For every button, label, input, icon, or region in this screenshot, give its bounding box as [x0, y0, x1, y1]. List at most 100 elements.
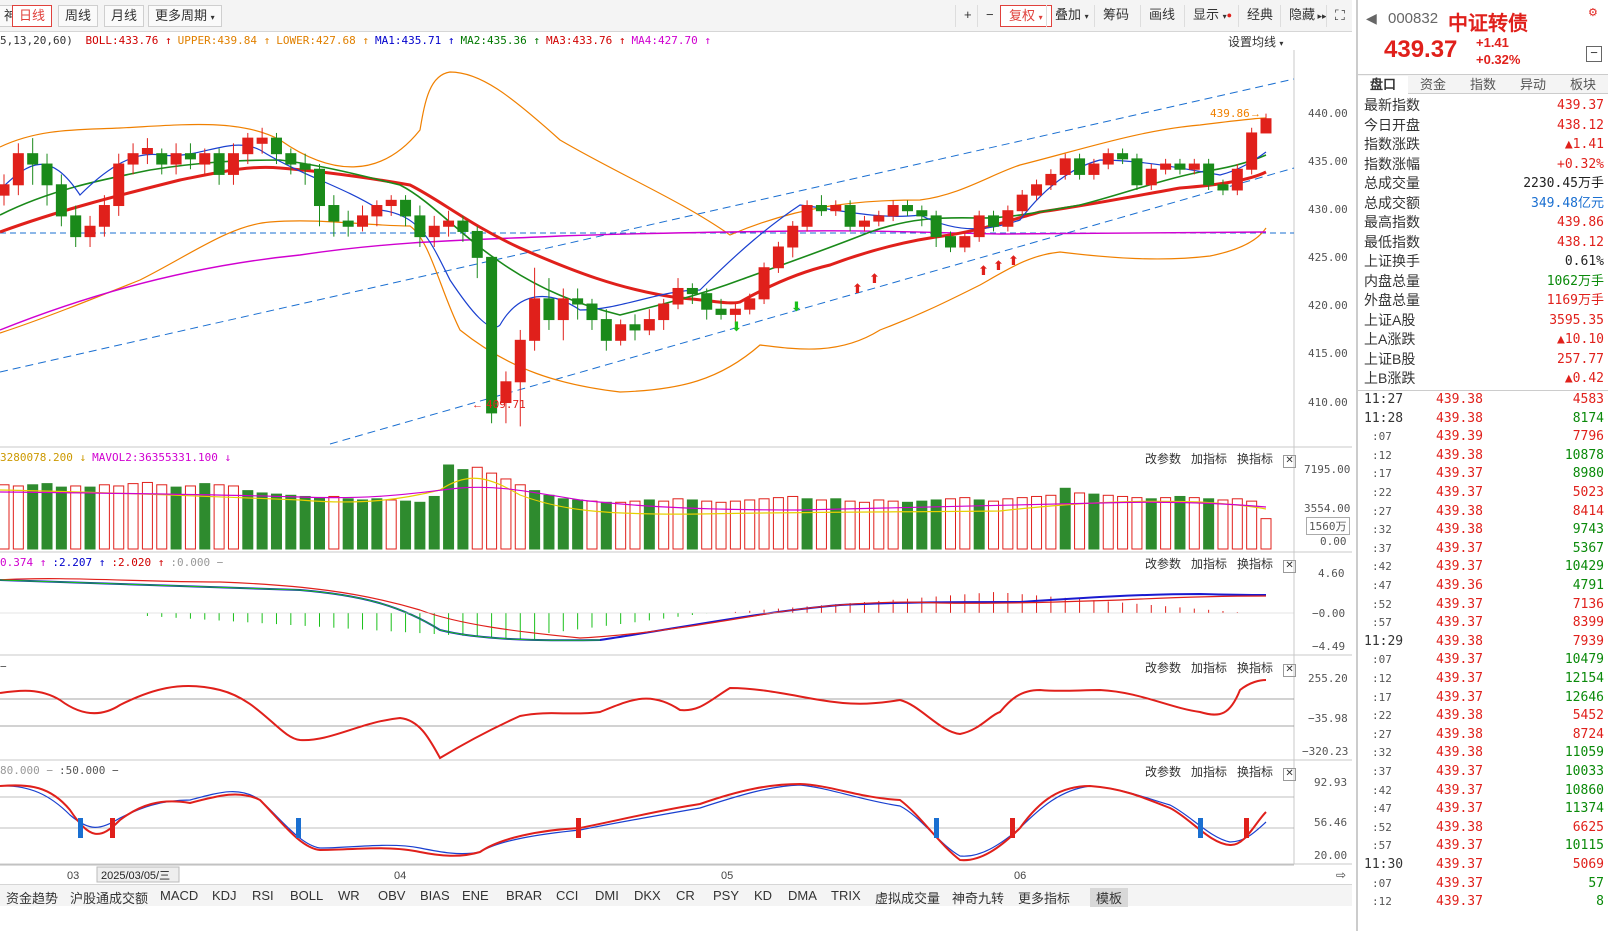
close-icon[interactable]: ✕	[1283, 560, 1297, 573]
overlay-dropdown[interactable]: 叠加 ▾	[1046, 5, 1097, 27]
candle-body[interactable]	[758, 267, 770, 300]
more-periods-dropdown[interactable]: 更多周期 ▾	[148, 5, 222, 27]
candle-body[interactable]	[443, 220, 455, 227]
chips-button[interactable]: 筹码	[1094, 5, 1137, 27]
candle-body[interactable]	[12, 153, 24, 186]
candle-body[interactable]	[787, 225, 799, 248]
indicator-tab-14[interactable]: CR	[676, 888, 695, 903]
candle-body[interactable]	[729, 308, 741, 315]
zoom-in-button[interactable]: +	[955, 5, 980, 27]
candle-body[interactable]	[1246, 132, 1258, 170]
candle-body[interactable]	[715, 308, 727, 315]
indicator-tab-2[interactable]: MACD	[160, 888, 199, 903]
candle-body[interactable]	[127, 153, 139, 165]
candle-body[interactable]	[1088, 163, 1100, 175]
close-icon[interactable]: ✕	[1283, 455, 1297, 468]
classic-button[interactable]: 经典	[1238, 5, 1281, 27]
scroll-right-icon[interactable]: ⇨	[1336, 868, 1346, 882]
candle-body[interactable]	[1231, 168, 1243, 191]
candle-body[interactable]	[1045, 173, 1057, 186]
candle-body[interactable]	[744, 298, 756, 310]
ma-settings-button[interactable]: 设置均线 ▾	[1228, 33, 1283, 50]
candle-body[interactable]	[270, 137, 282, 155]
candle-body[interactable]	[500, 381, 512, 404]
candle-body[interactable]	[572, 298, 584, 305]
period-monthly-tab[interactable]: 月线	[104, 5, 145, 27]
candle-body[interactable]	[1002, 210, 1014, 227]
candle-body[interactable]	[1188, 163, 1200, 170]
candle-body[interactable]	[658, 303, 670, 321]
candle-body[interactable]	[1117, 153, 1129, 160]
indicator-tab-7[interactable]: OBV	[378, 888, 406, 903]
candle-body[interactable]	[586, 303, 598, 321]
side-tab-2[interactable]: 指数	[1469, 77, 1496, 92]
candle-body[interactable]	[1074, 158, 1086, 175]
edit-params-button[interactable]: 改参数	[1145, 765, 1182, 779]
side-tab-1[interactable]: 资金	[1419, 77, 1446, 92]
candle-body[interactable]	[70, 215, 82, 238]
candle-body[interactable]	[1145, 168, 1157, 186]
candle-body[interactable]	[1059, 158, 1071, 175]
candle-body[interactable]	[615, 324, 627, 341]
chart-canvas[interactable]: 439.86 → ← 409.71 ⬇ ⬇ ⬆ ⬆ ⬆ ⬆ ⬆ 03 2025/…	[0, 0, 1352, 884]
candle-body[interactable]	[600, 319, 612, 341]
candle-body[interactable]	[184, 153, 196, 160]
candle-body[interactable]	[1217, 184, 1229, 191]
candle-body[interactable]	[84, 225, 96, 238]
candle-body[interactable]	[385, 199, 397, 207]
candle-body[interactable]	[672, 287, 684, 305]
candle-body[interactable]	[1016, 194, 1028, 212]
indicator-tab-9[interactable]: ENE	[462, 888, 489, 903]
indicator-tab-5[interactable]: BOLL	[290, 888, 324, 903]
candle-body[interactable]	[0, 184, 10, 196]
candle-body[interactable]	[557, 298, 569, 321]
candle-body[interactable]	[1131, 158, 1143, 186]
candle-body[interactable]	[973, 215, 985, 238]
switch-indicator-button[interactable]: 换指标	[1237, 765, 1274, 779]
candle-body[interactable]	[428, 225, 440, 238]
indicator-tab-16[interactable]: KD	[754, 888, 773, 903]
candle-body[interactable]	[959, 236, 971, 248]
switch-indicator-button[interactable]: 换指标	[1237, 557, 1274, 571]
candle-body[interactable]	[643, 319, 655, 331]
side-tab-4[interactable]: 板块	[1569, 77, 1596, 92]
indicator-tab-12[interactable]: DMI	[595, 888, 619, 903]
candle-body[interactable]	[629, 324, 641, 331]
candle-body[interactable]	[242, 137, 254, 155]
zoom-out-button[interactable]: −	[977, 5, 1002, 27]
candle-body[interactable]	[414, 215, 426, 238]
display-dropdown[interactable]: 显示 ▾●	[1184, 5, 1240, 27]
candle-body[interactable]	[830, 205, 842, 212]
indicator-tab-6[interactable]: WR	[338, 888, 360, 903]
candle-body[interactable]	[141, 148, 153, 155]
candle-body[interactable]	[170, 153, 182, 165]
indicator-tab-13[interactable]: DKX	[634, 888, 661, 903]
fullscreen-icon[interactable]: ⛶	[1326, 5, 1353, 27]
back-arrow-icon[interactable]: ◀	[1366, 10, 1377, 26]
candle-body[interactable]	[314, 168, 325, 207]
edit-params-button[interactable]: 改参数	[1145, 452, 1182, 466]
collapse-icon[interactable]: −	[1586, 46, 1602, 62]
candle-body[interactable]	[988, 215, 1000, 227]
indicator-tab-8[interactable]: BIAS	[420, 888, 450, 903]
indicator-tab-0[interactable]: 资金趋势	[6, 891, 59, 906]
candle-body[interactable]	[471, 230, 483, 258]
candle-body[interactable]	[299, 163, 311, 170]
indicator-tab-4[interactable]: RSI	[252, 888, 274, 903]
candle-body[interactable]	[213, 153, 225, 175]
candle-body[interactable]	[801, 205, 813, 227]
candle-body[interactable]	[873, 215, 885, 222]
candle-body[interactable]	[1031, 184, 1043, 196]
candle-body[interactable]	[256, 137, 268, 144]
candle-body[interactable]	[916, 210, 928, 217]
period-weekly-tab[interactable]: 周线	[58, 5, 99, 27]
candle-body[interactable]	[199, 153, 211, 165]
switch-indicator-button[interactable]: 换指标	[1237, 661, 1274, 675]
candle-body[interactable]	[357, 215, 369, 227]
candle-body[interactable]	[98, 205, 110, 227]
settings-icon[interactable]: ⚙	[1588, 7, 1598, 19]
indicator-tab-17[interactable]: DMA	[788, 888, 817, 903]
add-indicator-button[interactable]: 加指标	[1191, 765, 1228, 779]
edit-params-button[interactable]: 改参数	[1145, 557, 1182, 571]
adjust-rights-dropdown[interactable]: 复权 ▾	[1000, 5, 1052, 27]
